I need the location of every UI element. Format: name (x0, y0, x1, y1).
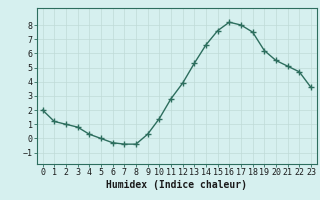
X-axis label: Humidex (Indice chaleur): Humidex (Indice chaleur) (106, 180, 247, 190)
